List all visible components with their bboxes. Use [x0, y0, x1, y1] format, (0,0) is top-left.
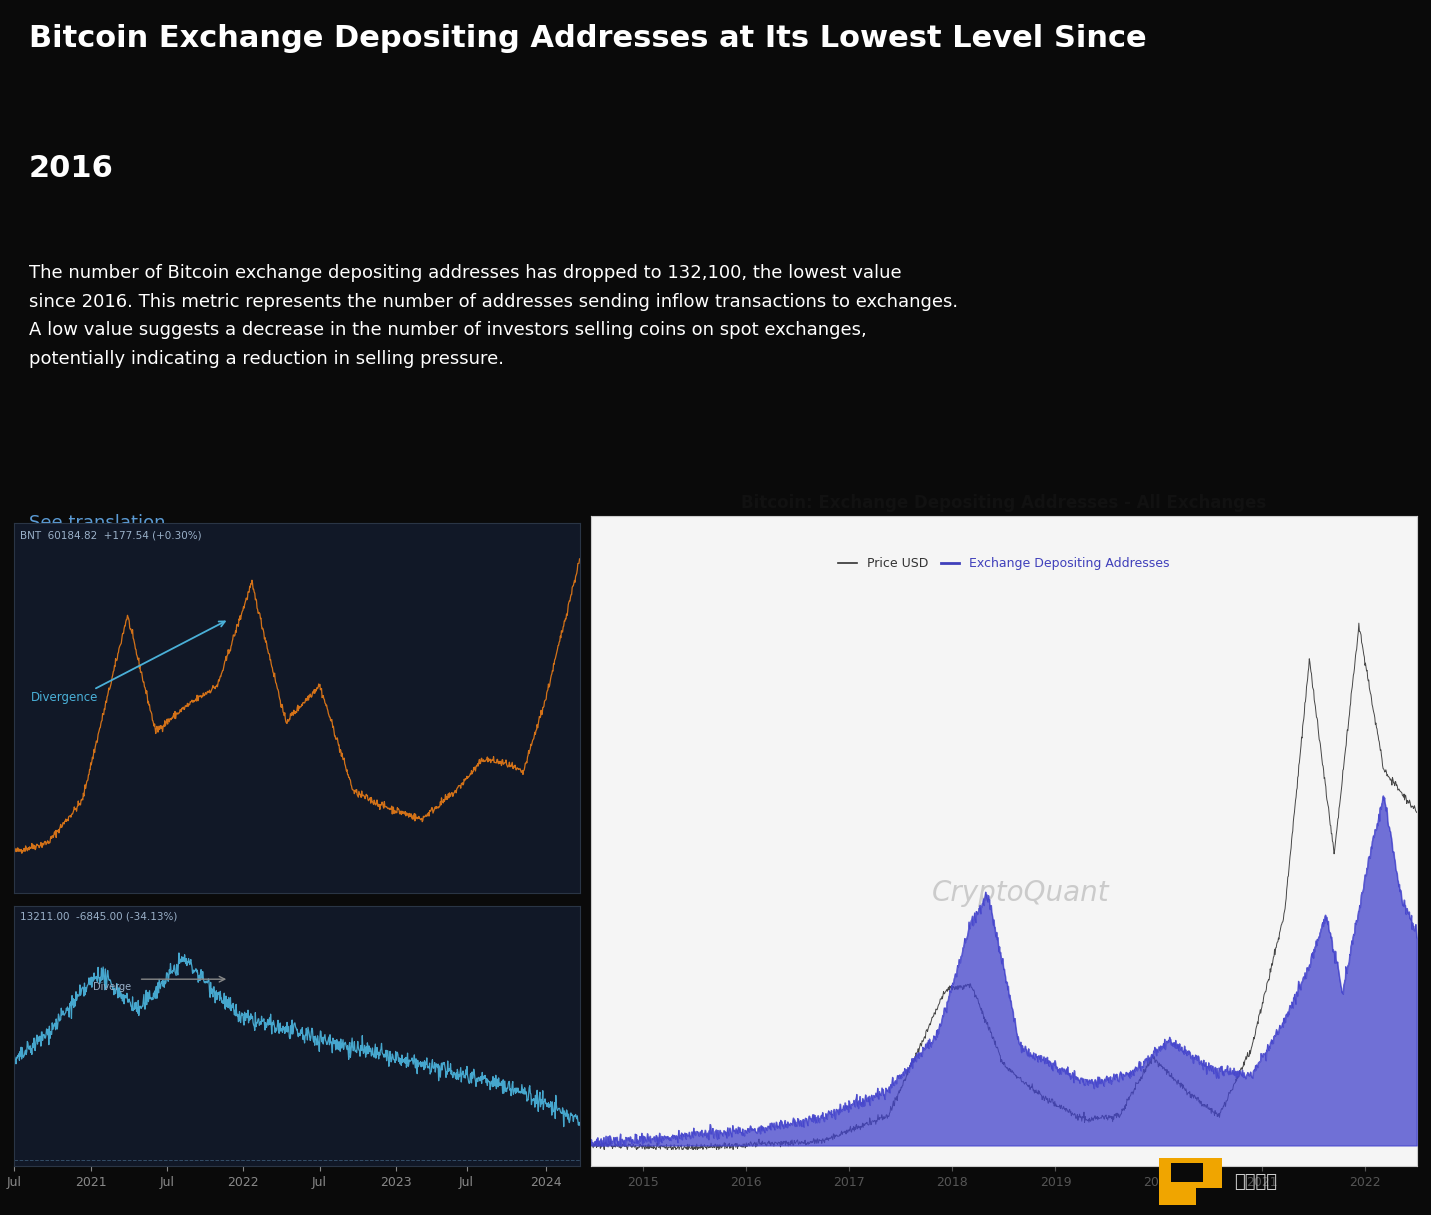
Legend: Price USD, Exchange Depositing Addresses: Price USD, Exchange Depositing Addresses [833, 552, 1175, 575]
Text: Bitcoin Exchange Depositing Addresses at Its Lowest Level Since: Bitcoin Exchange Depositing Addresses at… [29, 24, 1146, 53]
FancyBboxPatch shape [1159, 1158, 1222, 1205]
FancyBboxPatch shape [1196, 1188, 1222, 1205]
FancyBboxPatch shape [1171, 1163, 1202, 1181]
Text: BNT  60184.82  +177.54 (+0.30%): BNT 60184.82 +177.54 (+0.30%) [20, 530, 202, 541]
Text: 13211.00  -6845.00 (-34.13%): 13211.00 -6845.00 (-34.13%) [20, 911, 177, 922]
Title: Bitcoin: Exchange Depositing Addresses - All Exchanges: Bitcoin: Exchange Depositing Addresses -… [741, 495, 1266, 512]
Text: 2016: 2016 [29, 153, 113, 182]
Text: Diverge: Diverge [93, 982, 132, 991]
Text: See translation: See translation [29, 514, 165, 532]
Text: 金色财经: 金色财经 [1234, 1172, 1276, 1191]
Text: CryptoQuant: CryptoQuant [932, 880, 1109, 908]
Text: The number of Bitcoin exchange depositing addresses has dropped to 132,100, the : The number of Bitcoin exchange depositin… [29, 265, 957, 368]
Text: Divergence: Divergence [31, 690, 99, 703]
